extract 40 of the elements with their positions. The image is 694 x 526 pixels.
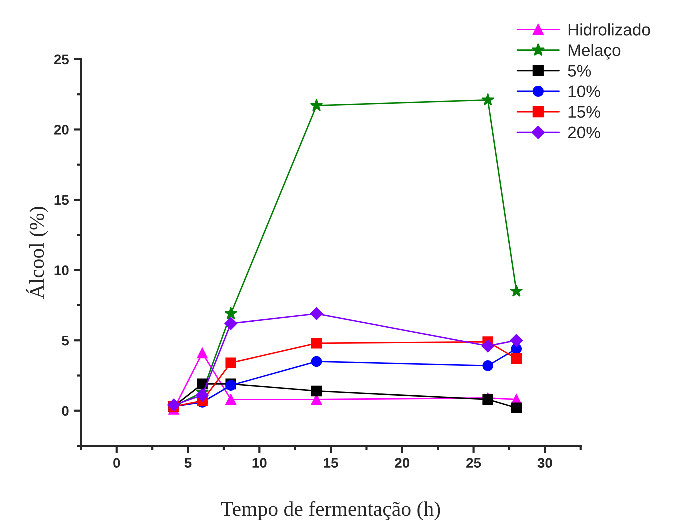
- point: [310, 307, 324, 320]
- legend-label: Hidrolizado: [568, 24, 650, 36]
- x-tick-label: 15: [324, 458, 338, 468]
- x-tick-label: 5: [184, 458, 192, 468]
- point: [511, 354, 522, 364]
- x-tick-label: 10: [252, 458, 267, 468]
- point: [197, 378, 208, 390]
- point: [197, 348, 208, 359]
- point: [311, 338, 322, 349]
- y-axis-title: Álcool (%): [26, 207, 48, 300]
- point: [482, 360, 494, 372]
- legend-label: 10%: [568, 86, 600, 98]
- x-tick-label: 30: [538, 458, 552, 468]
- point: [224, 307, 238, 320]
- point: [510, 284, 524, 297]
- x-tick-label: 25: [466, 458, 482, 468]
- point: [311, 386, 322, 397]
- point: [511, 402, 522, 414]
- legend-label: 20%: [568, 126, 600, 139]
- point: [482, 93, 495, 106]
- legend-label: Melaço: [568, 44, 621, 60]
- point: [510, 334, 524, 348]
- y-tick-label: 5: [62, 336, 70, 346]
- point: [196, 389, 209, 402]
- legend-label: 5%: [568, 65, 592, 77]
- x-tick-label: 0: [114, 458, 120, 468]
- y-tick-label: 25: [54, 54, 70, 65]
- point: [310, 99, 324, 112]
- point: [226, 394, 236, 406]
- point: [226, 358, 236, 368]
- legend-label: 15%: [568, 106, 600, 118]
- y-tick-label: 15: [54, 196, 70, 206]
- y-tick-label: 20: [54, 125, 69, 135]
- x-axis-title: Tempo de fermentação (h): [221, 501, 440, 520]
- point: [482, 340, 494, 353]
- point: [311, 356, 322, 368]
- y-tick-label: 10: [54, 266, 69, 276]
- y-tick-label: 0: [62, 406, 69, 416]
- x-tick-label: 20: [395, 458, 410, 468]
- point: [224, 317, 238, 330]
